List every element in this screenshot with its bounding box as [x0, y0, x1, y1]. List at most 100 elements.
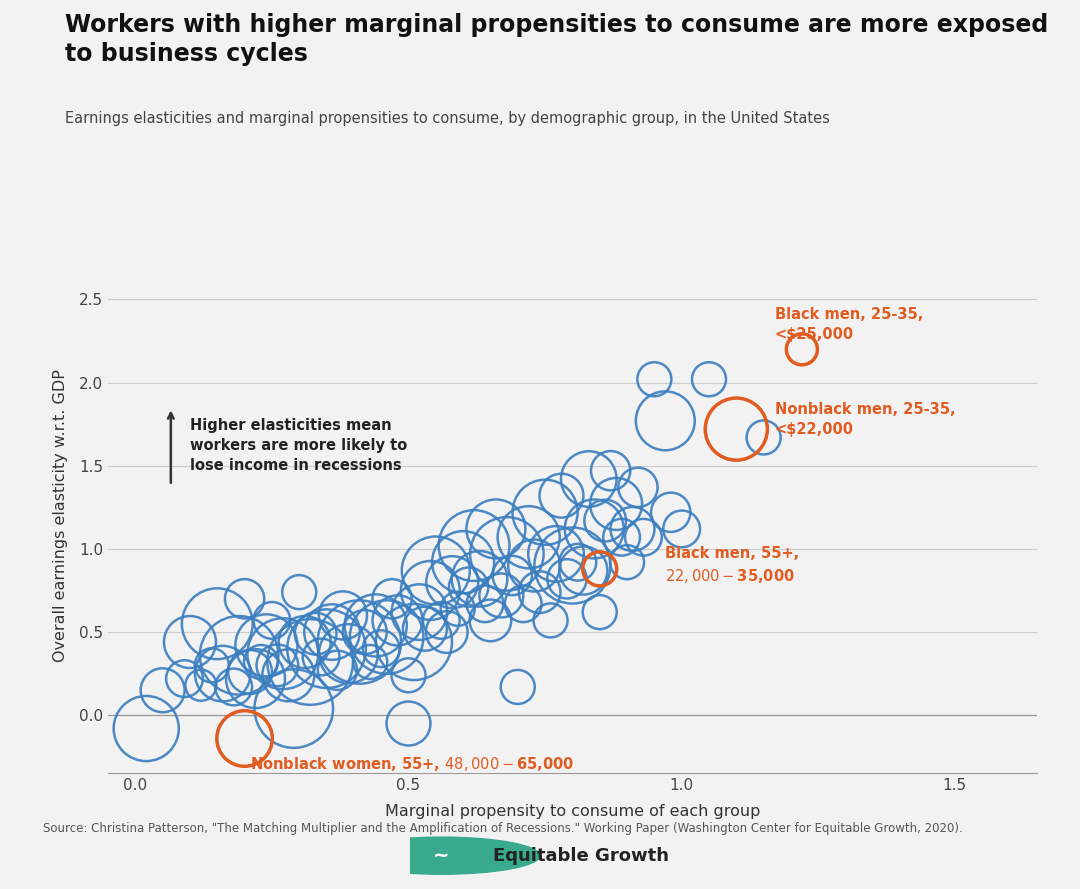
Text: Black men, 25-35,
<$25,000: Black men, 25-35, <$25,000 — [774, 307, 923, 341]
Point — [356, 625, 374, 639]
Point — [531, 585, 549, 599]
Point — [400, 717, 417, 731]
Point — [235, 732, 253, 746]
Point — [630, 480, 647, 494]
Point — [492, 589, 510, 603]
Point — [521, 530, 538, 544]
Point — [378, 630, 395, 645]
Point — [428, 564, 445, 578]
Point — [269, 658, 286, 672]
Point — [537, 505, 554, 519]
Point — [553, 489, 570, 503]
Point — [460, 580, 477, 594]
Text: Nonblack men, 25-35,
<$22,000: Nonblack men, 25-35, <$22,000 — [774, 402, 955, 436]
Point — [416, 621, 433, 636]
Point — [340, 646, 357, 661]
Point — [421, 583, 438, 597]
Point — [514, 597, 531, 611]
Circle shape — [343, 837, 540, 874]
Point — [471, 572, 488, 586]
Point — [482, 613, 499, 628]
Point — [389, 613, 406, 628]
Point — [657, 413, 674, 428]
Point — [230, 648, 247, 662]
Text: Source: Christina Patterson, "The Matching Multiplier and the Amplification of R: Source: Christina Patterson, "The Matchi… — [43, 822, 963, 836]
Point — [373, 642, 390, 656]
Point — [362, 655, 379, 669]
Point — [700, 372, 717, 387]
Point — [291, 585, 308, 599]
Point — [624, 522, 642, 536]
Point — [181, 635, 199, 649]
Point — [548, 547, 565, 561]
Text: Earnings elasticities and marginal propensities to consume, by demographic group: Earnings elasticities and marginal prope… — [65, 111, 829, 126]
Point — [793, 342, 810, 356]
Point — [575, 564, 592, 578]
Point — [258, 638, 275, 653]
Y-axis label: Overall earnings elasticity w.r.t. GDP: Overall earnings elasticity w.r.t. GDP — [53, 369, 68, 662]
Point — [569, 555, 586, 569]
Point — [264, 613, 281, 628]
Point — [728, 422, 745, 436]
Point — [498, 547, 515, 561]
Point — [465, 539, 483, 553]
Point — [602, 463, 619, 477]
Point — [242, 665, 259, 679]
Text: Nonblack women, 55+, $48,000-$65,000: Nonblack women, 55+, $48,000-$65,000 — [251, 755, 575, 773]
Point — [591, 562, 608, 576]
Point — [235, 592, 253, 606]
Text: Equitable Growth: Equitable Growth — [494, 846, 670, 865]
Point — [203, 658, 220, 672]
Point — [619, 555, 636, 569]
Point — [509, 680, 526, 694]
Point — [405, 635, 422, 649]
Point — [328, 663, 346, 677]
Point — [318, 642, 335, 656]
Point — [400, 669, 417, 683]
Point — [367, 618, 384, 632]
Point — [312, 650, 329, 664]
Point — [607, 497, 624, 511]
Point — [176, 671, 193, 685]
Point — [433, 613, 450, 628]
Point — [503, 568, 521, 582]
Point — [154, 683, 172, 697]
Point — [296, 635, 313, 649]
Point — [476, 597, 494, 611]
Point — [449, 602, 467, 616]
Point — [214, 667, 231, 681]
Point — [558, 572, 576, 586]
Point — [444, 575, 461, 589]
Text: Higher elasticities mean
workers are more likely to
lose income in recessions: Higher elasticities mean workers are mor… — [190, 419, 407, 473]
Point — [438, 625, 456, 639]
Point — [564, 558, 581, 573]
Point — [755, 430, 772, 444]
Point — [301, 655, 319, 669]
Point — [580, 472, 597, 486]
Point — [307, 627, 324, 641]
Point — [455, 555, 472, 569]
Point — [591, 605, 608, 620]
Point — [585, 522, 603, 536]
Point — [646, 372, 663, 387]
Point — [208, 617, 226, 631]
Point — [635, 530, 652, 544]
Point — [225, 680, 242, 694]
Point — [192, 678, 210, 693]
Point — [526, 558, 543, 573]
Point — [410, 605, 428, 620]
Text: Black men, 55+,
$22,000-$35,000: Black men, 55+, $22,000-$35,000 — [665, 546, 799, 585]
Point — [323, 625, 340, 639]
X-axis label: Marginal propensity to consume of each group: Marginal propensity to consume of each g… — [384, 805, 760, 820]
Point — [285, 701, 302, 716]
Point — [335, 608, 352, 622]
Point — [247, 671, 265, 685]
Point — [351, 635, 368, 649]
Point — [383, 592, 401, 606]
Point — [542, 613, 559, 628]
Point — [253, 655, 270, 669]
Point — [280, 669, 297, 683]
Point — [613, 530, 631, 544]
Text: ~: ~ — [433, 846, 449, 865]
Point — [137, 721, 154, 735]
